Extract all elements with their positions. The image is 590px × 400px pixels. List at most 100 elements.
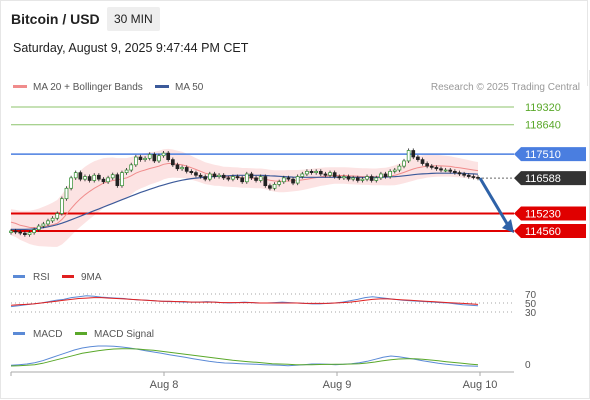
- macd-signal-legend-swatch: [75, 332, 87, 335]
- candle-body: [355, 177, 360, 181]
- candle-body: [18, 231, 23, 234]
- candle-body: [157, 155, 161, 162]
- level-tag-116588: [514, 171, 586, 186]
- level-tag-117510: [514, 147, 586, 162]
- candle-body: [309, 170, 314, 173]
- candle-body: [235, 176, 240, 179]
- candle-body: [291, 178, 295, 184]
- candle-body: [217, 174, 221, 177]
- candle-body: [69, 177, 73, 189]
- candle-body: [226, 177, 231, 180]
- x-tick-label-1: Aug 9: [323, 379, 352, 391]
- candle-body: [175, 164, 180, 170]
- candle-body: [55, 213, 60, 219]
- rsi-9ma-legend-label: 9MA: [81, 272, 102, 283]
- candle-body: [323, 173, 328, 176]
- candle-body: [439, 168, 443, 171]
- candle-body: [240, 177, 245, 183]
- ma50-legend-swatch: [155, 85, 169, 88]
- instrument-title: Bitcoin / USD: [11, 11, 100, 27]
- candle-body: [332, 172, 337, 177]
- candle-body: [36, 225, 41, 231]
- candle-body: [64, 187, 69, 200]
- candle-body: [87, 176, 92, 181]
- candle-body: [83, 176, 87, 180]
- candle-body: [152, 154, 157, 162]
- candle-body: [23, 232, 27, 235]
- candle-body: [369, 176, 374, 181]
- candle-body: [194, 172, 198, 176]
- candle-body: [203, 176, 208, 180]
- candle-body: [379, 173, 383, 179]
- candle-body: [351, 177, 355, 180]
- rsi-9ma-legend-swatch: [62, 275, 74, 278]
- interval-selector[interactable]: 30 MIN: [107, 7, 160, 31]
- macd-legend-swatch: [13, 332, 25, 335]
- candle-body: [120, 172, 124, 187]
- candle-body: [134, 156, 138, 166]
- macd-tick-0: 0: [525, 360, 531, 371]
- candle-body: [328, 172, 332, 176]
- candle-body: [268, 185, 272, 189]
- chart-header: [0, 0, 588, 86]
- candle-body: [305, 170, 309, 175]
- candle-body: [231, 176, 235, 180]
- level-tag-114560: [514, 224, 586, 238]
- rsi-tick-30: 30: [525, 308, 537, 319]
- candle-body: [129, 164, 134, 171]
- candle-body: [138, 156, 143, 160]
- candle-body: [249, 173, 254, 179]
- candle-body: [180, 167, 184, 170]
- candle-body: [388, 170, 392, 177]
- ma20-legend-label: MA 20 + Bollinger Bands: [33, 82, 143, 93]
- level-label-114560: 114560: [525, 226, 561, 238]
- candle-body: [115, 174, 120, 187]
- rsi-legend-swatch: [13, 275, 25, 278]
- bollinger-band: [11, 148, 478, 247]
- candle-body: [78, 172, 83, 180]
- candle-body: [166, 152, 171, 160]
- macd-signal-line: [10, 348, 479, 367]
- candle-body: [406, 150, 411, 162]
- candle-body: [9, 230, 13, 233]
- candle-body: [13, 230, 18, 233]
- candle-body: [97, 174, 101, 180]
- candle-body: [392, 169, 397, 172]
- candle-body: [161, 152, 166, 157]
- candle-body: [300, 173, 305, 177]
- candle-body: [342, 176, 346, 179]
- candle-body: [50, 217, 55, 222]
- candle-body: [337, 176, 342, 179]
- candle-body: [416, 156, 420, 160]
- candle-body: [32, 229, 36, 233]
- candle-body: [429, 165, 434, 168]
- candle-body: [73, 172, 78, 179]
- candle-body: [471, 176, 476, 178]
- credit-label: Research © 2025 Trading Central: [431, 82, 580, 93]
- candle-body: [272, 184, 277, 189]
- candle-body: [244, 173, 249, 183]
- candle-body: [189, 170, 194, 173]
- candle-body: [147, 154, 152, 159]
- level-label-116588: 116588: [525, 173, 561, 185]
- candle-body: [457, 172, 462, 175]
- candle-body: [443, 169, 448, 172]
- level-label-119320: 119320: [525, 102, 561, 114]
- candle-body: [286, 177, 291, 180]
- candle-body: [411, 150, 416, 158]
- ma50-line: [11, 172, 479, 230]
- candle-body: [314, 170, 319, 173]
- x-tick-label-2: Aug 10: [463, 379, 498, 391]
- candle-body: [221, 174, 226, 179]
- macd-line: [10, 345, 479, 367]
- candle-body: [434, 167, 439, 170]
- candle-body: [41, 223, 46, 227]
- candle-body: [425, 163, 429, 167]
- candle-body: [360, 178, 365, 181]
- candle-body: [295, 176, 300, 184]
- candle-body: [254, 177, 258, 181]
- forecast-arrow-shaft: [478, 177, 511, 228]
- candle-body: [466, 174, 471, 177]
- ma50-legend-label: MA 50: [175, 82, 204, 93]
- ma20-line: [10, 163, 479, 229]
